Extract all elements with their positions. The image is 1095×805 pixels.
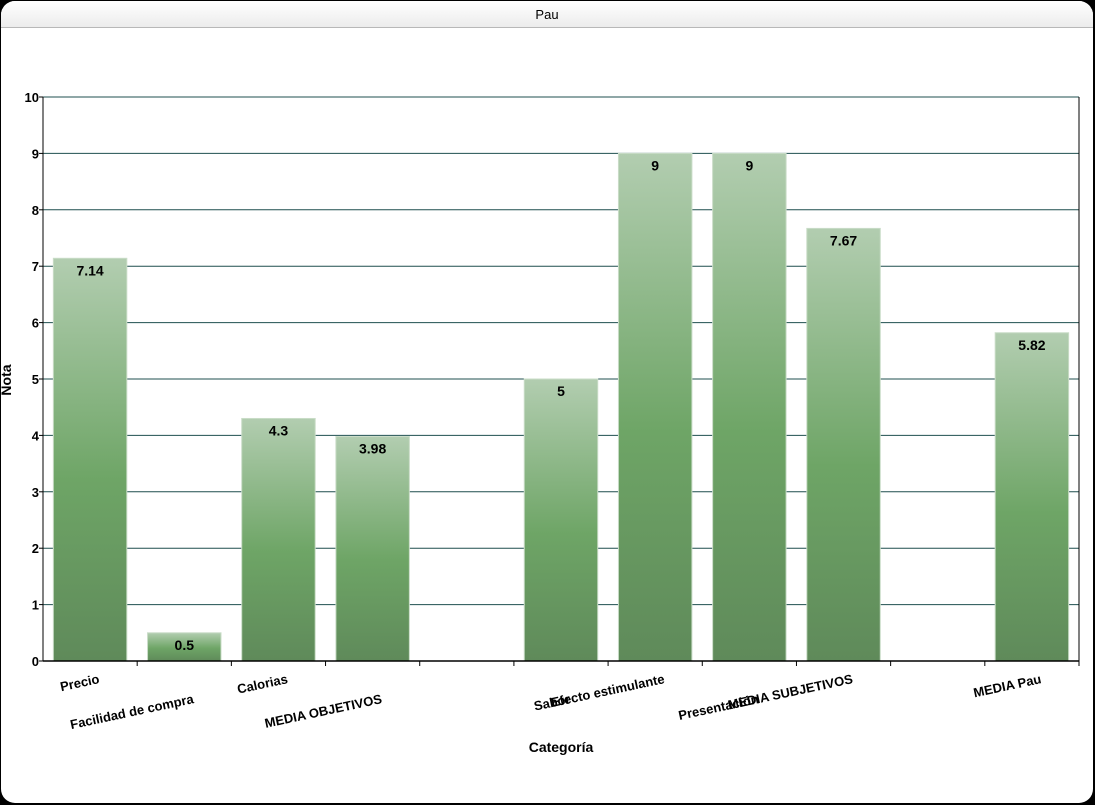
axes bbox=[39, 96, 1080, 666]
x-tick-label: MEDIA Pau bbox=[972, 671, 1043, 700]
data-label: 7.14 bbox=[76, 262, 103, 278]
data-label: 3.98 bbox=[359, 441, 386, 457]
x-tick-label: Precio bbox=[59, 671, 101, 694]
data-label: 9 bbox=[745, 157, 753, 173]
x-tick-label: MEDIA OBJETIVOS bbox=[263, 691, 383, 731]
x-tick-label: Efecto estimulante bbox=[550, 671, 666, 710]
x-tick-label: Sabor bbox=[532, 691, 571, 713]
y-tick-label: 7 bbox=[32, 259, 39, 274]
y-tick-label: 3 bbox=[32, 485, 39, 500]
y-tick-label: 5 bbox=[32, 372, 39, 387]
x-tick-label: Calorias bbox=[236, 671, 289, 696]
data-label: 0.5 bbox=[175, 637, 195, 653]
y-tick-label: 6 bbox=[32, 316, 39, 331]
data-label: 5 bbox=[557, 383, 565, 399]
y-tick-label: 9 bbox=[32, 146, 39, 161]
x-axis-title: Categoría bbox=[529, 739, 594, 755]
bar bbox=[712, 152, 787, 662]
y-tick-label: 8 bbox=[32, 203, 39, 218]
bar bbox=[52, 257, 128, 662]
y-tick-label: 2 bbox=[32, 541, 39, 556]
bar bbox=[241, 417, 316, 662]
bar bbox=[147, 632, 222, 662]
data-label: 9 bbox=[651, 157, 659, 173]
bar bbox=[523, 378, 599, 662]
bar bbox=[617, 152, 693, 662]
bar bbox=[335, 436, 410, 662]
data-label: 4.3 bbox=[269, 422, 289, 438]
y-tick-label: 0 bbox=[32, 654, 39, 669]
bar bbox=[994, 332, 1070, 662]
y-tick-label: 4 bbox=[32, 428, 40, 443]
y-axis-title: Nota bbox=[0, 364, 14, 395]
data-label: 5.82 bbox=[1018, 337, 1045, 353]
x-tick-label: MEDIA SUBJETIVOS bbox=[726, 671, 854, 712]
y-tick-label: 1 bbox=[32, 598, 39, 613]
data-label: 7.67 bbox=[830, 232, 857, 248]
y-tick-label: 10 bbox=[25, 90, 39, 105]
bar bbox=[806, 227, 881, 662]
bars bbox=[52, 152, 1070, 662]
window-title: Pau bbox=[535, 7, 559, 22]
x-tick-label: Facilidad de compra bbox=[69, 691, 196, 732]
title-bar[interactable]: Pau bbox=[1, 1, 1093, 28]
